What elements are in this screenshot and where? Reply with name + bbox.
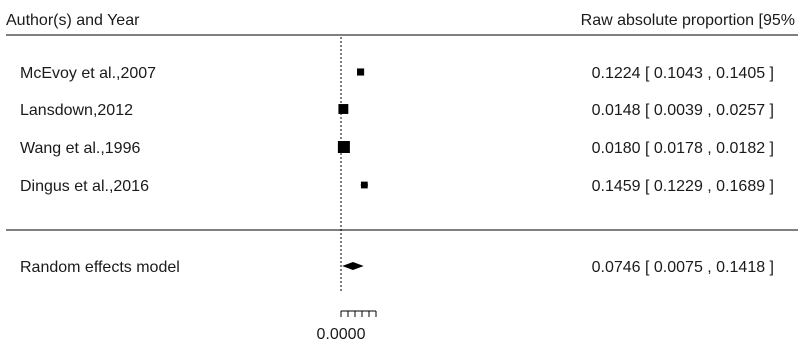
study-column-header: Author(s) and Year (6, 12, 140, 29)
estimate-column-header: Raw absolute proportion [95% (581, 12, 795, 29)
study-row: McEvoy et al.,2007 0.1224 [ 0.1043 , 0.1… (20, 65, 774, 82)
x-axis (340, 310, 377, 317)
study-point (360, 181, 368, 189)
study-ci-text: 0.0180 [ 0.0178 , 0.0182 ] (592, 140, 774, 157)
summary-diamond (342, 262, 364, 270)
study-row: Lansdown,2012 0.0148 [ 0.0039 , 0.0257 ] (20, 102, 774, 119)
study-label: Dingus et al.,2016 (20, 178, 149, 195)
summary-ci-text: 0.0746 [ 0.0075 , 0.1418 ] (592, 259, 774, 276)
study-point (338, 104, 349, 114)
study-point (357, 68, 365, 76)
study-ci-text: 0.1224 [ 0.1043 , 0.1405 ] (592, 65, 774, 82)
x-tick-label: 0.0000 (317, 326, 366, 343)
study-point (337, 141, 350, 153)
study-ci-text: 0.1459 [ 0.1229 , 0.1689 ] (592, 178, 774, 195)
study-label: Lansdown,2012 (20, 102, 133, 119)
study-label: McEvoy et al.,2007 (20, 65, 156, 82)
study-row: Dingus et al.,2016 0.1459 [ 0.1229 , 0.1… (20, 178, 774, 195)
study-row: Wang et al.,1996 0.0180 [ 0.0178 , 0.018… (20, 140, 774, 157)
summary-row: Random effects model 0.0746 [ 0.0075 , 0… (20, 259, 774, 276)
study-ci-text: 0.0148 [ 0.0039 , 0.0257 ] (592, 102, 774, 119)
summary-label: Random effects model (20, 259, 180, 276)
plot-marks (337, 68, 369, 270)
study-label: Wang et al.,1996 (20, 140, 140, 157)
